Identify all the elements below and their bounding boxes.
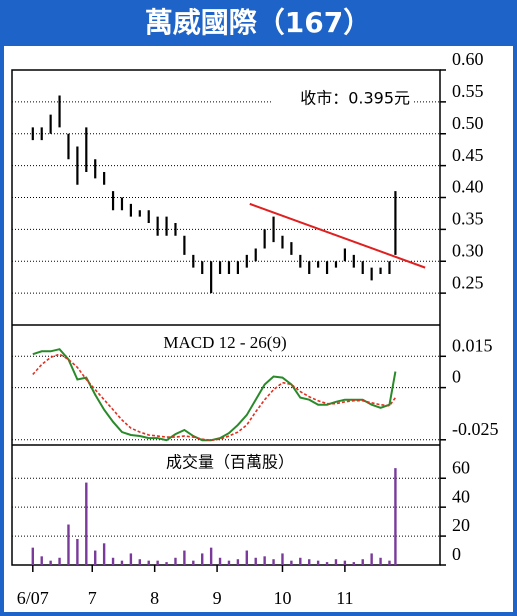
panel-title-bg bbox=[150, 452, 310, 474]
volume-bar bbox=[272, 559, 275, 565]
x-tick-label: 6/07 bbox=[17, 588, 49, 608]
volume-bar bbox=[58, 557, 61, 565]
panel-title: MACD 12 - 26(9) bbox=[163, 333, 286, 352]
volume-bar bbox=[388, 560, 391, 565]
volume-bar bbox=[102, 543, 106, 565]
volume-bar bbox=[352, 562, 356, 565]
x-tick-label: 11 bbox=[336, 588, 353, 608]
y-tick-label: 0.35 bbox=[452, 209, 484, 229]
y-tick-label: -0.025 bbox=[452, 419, 499, 439]
y-tick-label: 0.015 bbox=[452, 335, 493, 355]
volume-bar bbox=[218, 557, 222, 565]
y-tick-label: 0.40 bbox=[452, 177, 484, 197]
volume-bar bbox=[370, 553, 373, 565]
x-tick-label: 7 bbox=[88, 588, 97, 608]
line bbox=[32, 348, 397, 442]
volume-bar bbox=[263, 556, 266, 565]
volume-bar bbox=[85, 482, 88, 565]
volume-bar bbox=[343, 560, 347, 565]
volume-bar bbox=[227, 560, 231, 565]
x-tick-label: 10 bbox=[273, 588, 291, 608]
volume-bar bbox=[334, 559, 338, 565]
line bbox=[32, 353, 397, 442]
card bbox=[4, 46, 513, 612]
y-tick-label: 0 bbox=[452, 544, 461, 564]
x-tick-label: 9 bbox=[213, 588, 222, 608]
volume-bar bbox=[49, 560, 52, 565]
volume-bar bbox=[67, 524, 70, 565]
trend-line bbox=[249, 202, 426, 269]
volume-bar bbox=[94, 550, 97, 565]
panel-title: 成交量（百萬股） bbox=[166, 453, 294, 472]
annotation: 收市：0.395元 bbox=[300, 89, 410, 108]
y-tick-label: 40 bbox=[452, 486, 470, 506]
volume-bar bbox=[201, 553, 204, 565]
y-tick-label: 0.45 bbox=[452, 145, 484, 165]
volume-bar bbox=[165, 562, 168, 565]
volume-bar bbox=[183, 550, 186, 565]
y-tick-label: 0.25 bbox=[452, 272, 484, 292]
x-tick-label: 8 bbox=[150, 588, 159, 608]
volume-bar bbox=[308, 559, 311, 565]
volume-bar bbox=[31, 547, 35, 565]
volume-bar bbox=[156, 560, 159, 565]
y-tick-label: 60 bbox=[452, 457, 470, 477]
volume-bar bbox=[236, 559, 240, 565]
volume-bar bbox=[379, 557, 382, 565]
y-tick-label: 20 bbox=[452, 515, 470, 535]
panel-title-bg bbox=[142, 333, 308, 353]
volume-bar bbox=[394, 468, 397, 565]
volume-bar bbox=[76, 538, 79, 565]
volume-bar bbox=[299, 557, 302, 565]
y-tick-label: 0 bbox=[452, 367, 461, 387]
volume-bar bbox=[192, 560, 195, 565]
annotation-bg bbox=[272, 88, 412, 110]
chart-title: 萬威國際（167） bbox=[145, 6, 371, 39]
volume-bar bbox=[209, 547, 213, 565]
y-tick-label: 0.50 bbox=[452, 113, 484, 133]
y-tick-label: 0.55 bbox=[452, 81, 484, 101]
volume-bar bbox=[147, 560, 150, 565]
volume-bar bbox=[174, 557, 177, 565]
y-tick-label: 0.30 bbox=[452, 240, 484, 260]
volume-bar bbox=[290, 560, 293, 565]
y-tick-label: 0.60 bbox=[452, 49, 484, 69]
volume-bar bbox=[111, 557, 115, 565]
plot-frame bbox=[11, 69, 441, 566]
volume-bar bbox=[129, 553, 133, 565]
volume-bar bbox=[325, 562, 329, 565]
volume-bar bbox=[138, 559, 142, 565]
volume-bar bbox=[316, 560, 320, 565]
volume-bar bbox=[40, 556, 43, 565]
volume-bar bbox=[245, 550, 249, 565]
volume-bar bbox=[254, 557, 257, 565]
volume-bar bbox=[120, 560, 124, 565]
volume-bar bbox=[361, 559, 364, 565]
volume-bar bbox=[281, 553, 284, 565]
